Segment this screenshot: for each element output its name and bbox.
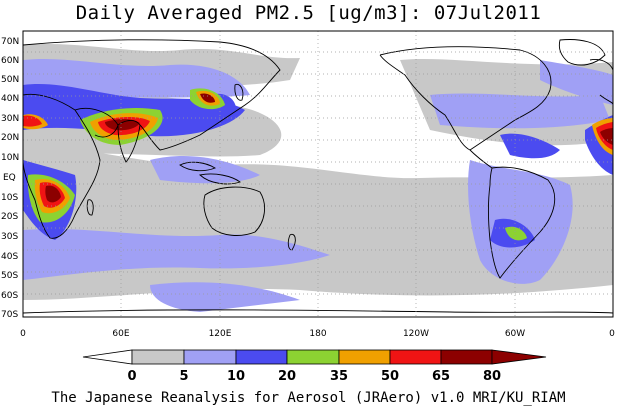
lon-label: 0: [609, 329, 615, 339]
pm25-field: [23, 39, 613, 314]
lat-label: 30S: [1, 232, 18, 242]
colorbar-segment: [235, 349, 288, 365]
colorbar-segment: [82, 349, 133, 365]
lat-label: 60N: [1, 56, 19, 66]
lat-label: 50S: [1, 271, 18, 281]
lat-label: 70S: [1, 310, 18, 320]
colorbar-label: 50: [381, 369, 399, 384]
map-frame: [22, 30, 614, 318]
footer-credit: The Japanese Reanalysis for Aerosol (JRA…: [51, 390, 566, 406]
colorbar-segment: [131, 349, 185, 365]
lat-label: 40S: [1, 252, 18, 262]
colorbar-segment: [389, 349, 442, 365]
colorbar-label: 35: [330, 369, 348, 384]
colorbar-segment: [183, 349, 237, 365]
lon-label: 0: [20, 329, 26, 339]
lon-label: 180: [309, 329, 326, 339]
colorbar-label: 20: [278, 369, 296, 384]
lat-label: 50N: [1, 75, 19, 85]
lat-label: 40N: [1, 94, 19, 104]
colorbar-segment: [338, 349, 391, 365]
lon-label: 60W: [505, 329, 525, 339]
lat-label: 20N: [1, 133, 19, 143]
colorbar-segment: [440, 349, 493, 365]
lat-label: 60S: [1, 291, 18, 301]
colorbar-segment: [286, 349, 340, 365]
colorbar-segment: [491, 349, 547, 365]
lat-label: 20S: [1, 212, 18, 222]
lat-label: 70N: [1, 37, 19, 47]
colorbar: 0 5 10 20 35 50 65 80: [82, 349, 547, 384]
map-title: Daily Averaged PM2.5 [ug/m3]: 07Jul2011: [75, 2, 542, 24]
colorbar-label: 0: [127, 369, 136, 384]
latitude-labels: 70N 60N 50N 40N 30N 20N 10N EQ 10S 20S 3…: [1, 37, 19, 320]
lat-label: EQ: [3, 173, 16, 183]
lat-label: 10N: [1, 153, 19, 163]
lon-label: 120W: [403, 329, 429, 339]
coastlines: [23, 39, 613, 314]
colorbar-label: 80: [483, 369, 501, 384]
lon-label: 120E: [209, 329, 232, 339]
lat-label: 10S: [1, 193, 18, 203]
lon-label: 60E: [112, 329, 129, 339]
longitude-labels: 0 60E 120E 180 120W 60W 0: [20, 329, 615, 339]
colorbar-label: 5: [179, 369, 188, 384]
colorbar-label: 65: [432, 369, 450, 384]
lat-label: 30N: [1, 114, 19, 124]
colorbar-label: 10: [227, 369, 245, 384]
